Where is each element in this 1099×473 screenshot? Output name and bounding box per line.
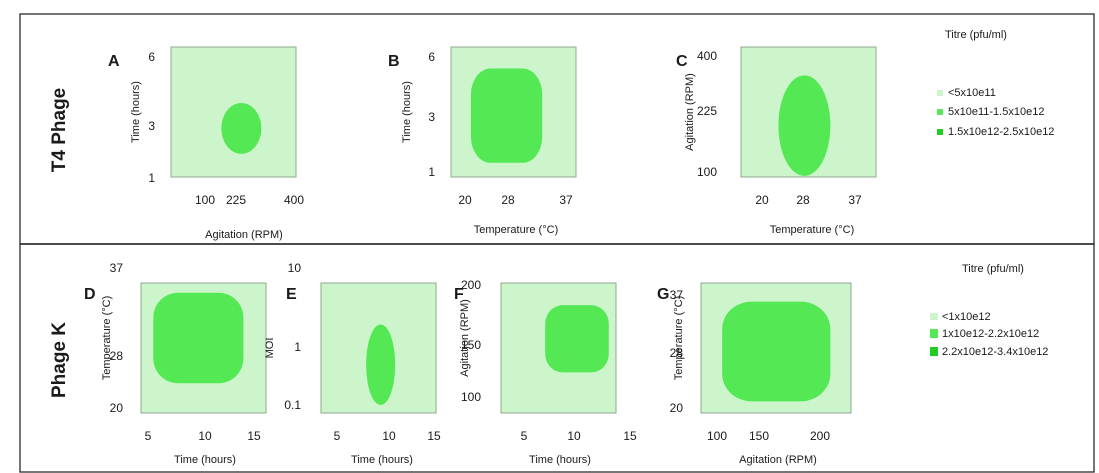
x-tick-label: 37 [848,193,862,207]
y-axis-label: Time (hours) [401,81,413,143]
y-tick-label: 28 [670,346,684,360]
panel-letter: C [676,53,688,70]
panel-f: F 5 10 15 200 150 100 Time (hours) Agitation (RP… [454,278,637,466]
y-tick-label: 400 [697,49,717,63]
legend-swatch [930,313,938,320]
y-tick-label: 1 [428,165,435,179]
titre-region [153,292,244,384]
legend-title: Titre (pfu/ml) [962,263,1024,275]
titre-region [545,305,609,373]
legend-label: 2.2x10e12-3.4x10e12 [942,346,1048,358]
legend-title: Titre (pfu/ml) [945,29,1007,41]
x-tick-label: 100 [195,193,215,207]
panel-letter: B [388,53,400,70]
y-tick-label: 1 [294,340,301,354]
legend-label: <1x10e12 [942,311,991,323]
legend-label: 1.5x10e12-2.5x10e12 [948,126,1054,138]
x-tick-label: 28 [796,193,810,207]
row-title-phage-k: Phage K [49,322,70,398]
x-tick-label: 10 [382,429,396,443]
panel-b: B 20 28 37 6 3 1 Temperature (°C) Time (hours) [388,46,577,236]
y-axis-label: MOI [264,338,276,359]
panels-layer: A 100 225 400 6 3 1 Agitation (RPM) Time (hours)… [84,46,877,466]
panel-letter: G [657,286,669,303]
panel-letter: D [84,286,96,303]
panel-c: C 20 28 37 400 225 100 Temperature (°C) Agitatio… [676,46,877,236]
panel-d: D 5 10 15 37 28 20 Time (hours) Temperature (°C) [84,261,267,466]
panel-letter: F [454,286,464,303]
y-tick-label: 10 [288,261,302,275]
legend-phage-k: Titre (pfu/ml) <1x10e12 1x10e12-2.2x10e1… [930,263,1048,358]
y-tick-label: 37 [110,261,124,275]
x-tick-label: 5 [334,429,341,443]
x-tick-label: 225 [226,193,246,207]
x-tick-label: 10 [567,429,581,443]
y-tick-label: 20 [110,401,124,415]
y-tick-label: 20 [670,401,684,415]
x-axis-label: Time (hours) [351,454,413,466]
x-axis-label: Temperature (°C) [474,224,558,236]
x-tick-label: 100 [707,429,727,443]
panel-letter: A [108,53,120,70]
x-axis-label: Agitation (RPM) [205,229,283,241]
y-tick-label: 150 [461,338,481,352]
panel-a: A 100 225 400 6 3 1 Agitation (RPM) Time (hours) [108,46,304,241]
titre-region [221,102,262,154]
x-tick-label: 15 [247,429,261,443]
y-tick-label: 1 [148,171,155,185]
x-axis-label: Agitation (RPM) [739,454,817,466]
y-tick-label: 0.1 [284,398,301,412]
y-tick-label: 200 [461,278,481,292]
x-tick-label: 15 [427,429,441,443]
panel-g: G 100 150 200 37 28 20 Agitation (RPM) Temperatu… [657,282,852,466]
y-tick-label: 225 [697,104,717,118]
y-tick-label: 37 [670,288,684,302]
y-axis-label: Temperature (°C) [673,296,685,380]
titre-region [722,301,831,402]
y-tick-label: 100 [461,390,481,404]
legend-swatch [937,109,943,115]
x-tick-label: 20 [458,193,472,207]
legend-swatch [930,347,938,356]
titre-region [778,75,831,176]
x-tick-label: 28 [501,193,515,207]
x-tick-label: 150 [749,429,769,443]
legend-swatch [930,329,938,338]
legend-swatch [937,129,943,135]
titre-region [366,324,396,405]
y-tick-label: 6 [148,50,155,64]
x-tick-label: 200 [810,429,830,443]
x-tick-label: 5 [145,429,152,443]
y-axis-label: Time (hours) [130,81,142,143]
legend-label: 5x10e11-1.5x10e12 [948,106,1044,118]
legend-label: <5x10e11 [948,87,996,99]
y-tick-label: 100 [697,165,717,179]
x-tick-label: 400 [284,193,304,207]
panel-e: E 5 10 15 10 1 0.1 Time (hours) MOI [264,261,441,466]
y-axis-label: Agitation (RPM) [684,73,696,151]
y-tick-label: 28 [110,349,124,363]
x-axis-label: Time (hours) [174,454,236,466]
legend-t4: Titre (pfu/ml) <5x10e11 5x10e11-1.5x10e1… [937,29,1054,138]
x-tick-label: 37 [559,193,573,207]
x-axis-label: Time (hours) [529,454,591,466]
y-axis-label: Agitation (RPM) [459,299,471,377]
x-axis-label: Temperature (°C) [770,224,854,236]
y-tick-label: 6 [428,50,435,64]
x-tick-label: 20 [755,193,769,207]
y-tick-label: 3 [148,119,155,133]
panel-letter: E [286,286,297,303]
y-axis-label: Temperature (°C) [101,296,113,380]
y-tick-label: 3 [428,110,435,124]
legend-label: 1x10e12-2.2x10e12 [942,328,1039,340]
x-tick-label: 10 [198,429,212,443]
titre-region [470,68,543,163]
x-tick-label: 5 [521,429,528,443]
row-title-t4: T4 Phage [49,88,70,172]
legend-swatch [937,90,943,96]
x-tick-label: 15 [623,429,637,443]
